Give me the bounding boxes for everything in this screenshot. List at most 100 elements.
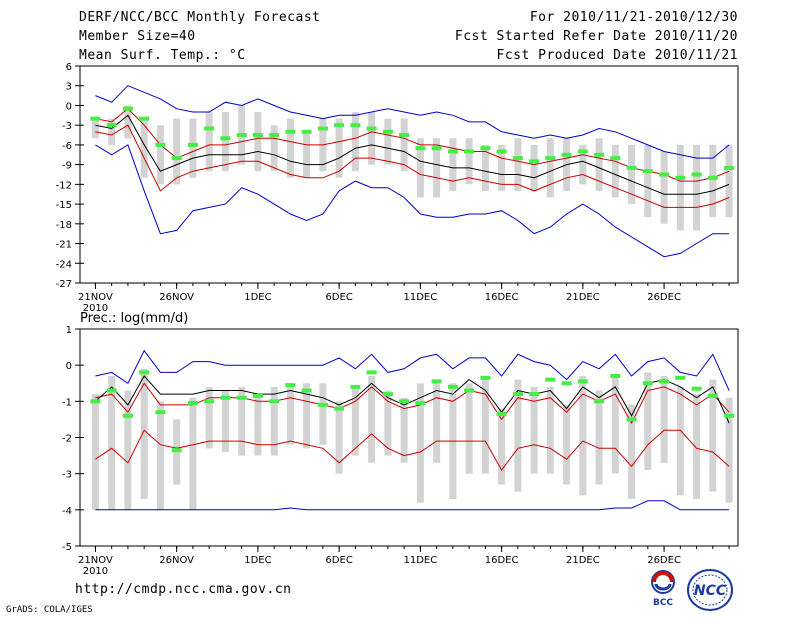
observed-marker bbox=[561, 152, 572, 157]
observed-marker bbox=[366, 370, 377, 375]
spread-box bbox=[384, 118, 392, 165]
observed-marker bbox=[285, 129, 296, 134]
spread-box bbox=[319, 383, 327, 445]
spread-box bbox=[205, 386, 213, 449]
observed-marker bbox=[187, 142, 198, 147]
y-tick-label: -18 bbox=[56, 220, 72, 231]
spread-box bbox=[368, 376, 376, 463]
observed-marker bbox=[317, 402, 328, 407]
observed-marker bbox=[431, 379, 442, 384]
observed-marker bbox=[675, 375, 686, 380]
observed-marker bbox=[187, 401, 198, 406]
spread-box bbox=[270, 125, 278, 172]
chart-title: DERF/NCC/BCC Monthly Forecast bbox=[79, 10, 321, 25]
spread-box bbox=[140, 118, 148, 178]
forecast-period: For 2010/11/21-2010/12/30 bbox=[529, 10, 738, 25]
observed-marker bbox=[106, 123, 117, 128]
observed-marker bbox=[724, 165, 735, 170]
spread-box bbox=[270, 386, 278, 456]
y-tick-label: -24 bbox=[56, 259, 72, 270]
min-line bbox=[95, 144, 730, 258]
spread-box bbox=[660, 151, 668, 224]
spread-box bbox=[286, 386, 294, 445]
y-tick-label: -4 bbox=[62, 506, 72, 517]
spread-box bbox=[644, 144, 652, 218]
observed-marker bbox=[415, 401, 426, 406]
min-line bbox=[95, 500, 730, 511]
y-tick-label: 0 bbox=[66, 101, 72, 112]
spread-box bbox=[481, 144, 489, 191]
ncc-logo-text: NCC bbox=[694, 583, 727, 599]
observed-marker bbox=[122, 106, 133, 111]
spread-box bbox=[189, 118, 197, 178]
observed-marker bbox=[464, 149, 475, 154]
spread-box bbox=[433, 379, 441, 463]
y-tick-label: 3 bbox=[66, 82, 72, 93]
observed-marker bbox=[204, 126, 215, 131]
spread-box bbox=[465, 138, 473, 185]
spread-box bbox=[335, 118, 343, 178]
observed-marker bbox=[366, 126, 377, 131]
spread-box bbox=[303, 131, 311, 178]
bcc-logo-text: BCC bbox=[653, 598, 673, 608]
x-tick-label: 21DEC bbox=[566, 292, 600, 303]
spread-box bbox=[124, 105, 132, 139]
spread-box bbox=[91, 118, 99, 139]
observed-marker bbox=[577, 149, 588, 154]
bcc-logo-icon: BCC bbox=[651, 570, 675, 608]
observed-marker bbox=[155, 410, 166, 415]
spread-box bbox=[368, 112, 376, 165]
spread-box bbox=[91, 394, 99, 510]
max-line bbox=[95, 85, 730, 159]
variable-label-temp: Mean Surf. Temp.: °C bbox=[79, 48, 246, 63]
observed-marker bbox=[334, 123, 345, 128]
observed-marker bbox=[220, 136, 231, 141]
plot-frame bbox=[79, 65, 739, 284]
mean-line bbox=[95, 114, 730, 195]
spread-box bbox=[579, 144, 587, 185]
spread-box bbox=[725, 397, 733, 503]
spread-box bbox=[595, 138, 603, 191]
spread-box bbox=[709, 144, 717, 218]
lower-line bbox=[95, 429, 730, 472]
spread-box bbox=[563, 404, 571, 485]
observed-marker bbox=[301, 388, 312, 393]
observed-marker bbox=[90, 399, 101, 404]
x-tick-label: 21NOV bbox=[78, 555, 113, 566]
source-url[interactable]: http://cmdp.ncc.cma.gov.cn bbox=[75, 582, 292, 597]
observed-marker bbox=[269, 133, 280, 137]
observed-marker bbox=[496, 412, 507, 416]
observed-marker bbox=[252, 133, 263, 137]
x-tick-label: 26DEC bbox=[647, 555, 681, 566]
observed-marker bbox=[447, 149, 458, 154]
variable-label-prec: Prec.: log(mm/d) bbox=[80, 311, 188, 326]
y-tick-label: 1 bbox=[66, 325, 72, 336]
spread-box bbox=[676, 144, 684, 231]
spread-box bbox=[400, 118, 408, 172]
observed-marker bbox=[675, 175, 686, 180]
spread-box bbox=[628, 404, 636, 499]
x-tick-label: 11DEC bbox=[404, 292, 438, 303]
observed-marker bbox=[350, 384, 361, 389]
spread-box bbox=[140, 368, 148, 499]
observed-marker bbox=[269, 399, 280, 404]
ncc-logo-icon: NCC bbox=[687, 569, 733, 611]
spread-box bbox=[546, 138, 554, 198]
spread-box bbox=[238, 386, 246, 456]
observed-marker bbox=[236, 395, 247, 400]
spread-box bbox=[530, 144, 538, 191]
observed-marker bbox=[171, 156, 182, 161]
spread-box bbox=[628, 144, 636, 205]
spread-box bbox=[416, 138, 424, 198]
observed-marker bbox=[399, 399, 410, 404]
observed-marker bbox=[529, 392, 540, 397]
y-tick-label: -1 bbox=[62, 397, 72, 408]
observed-marker bbox=[659, 379, 670, 384]
observed-marker bbox=[512, 392, 523, 397]
y-tick-label: -27 bbox=[56, 279, 72, 290]
spread-box bbox=[611, 144, 619, 198]
spread-box bbox=[433, 138, 441, 198]
spread-box bbox=[254, 394, 262, 456]
spread-box bbox=[254, 112, 262, 172]
